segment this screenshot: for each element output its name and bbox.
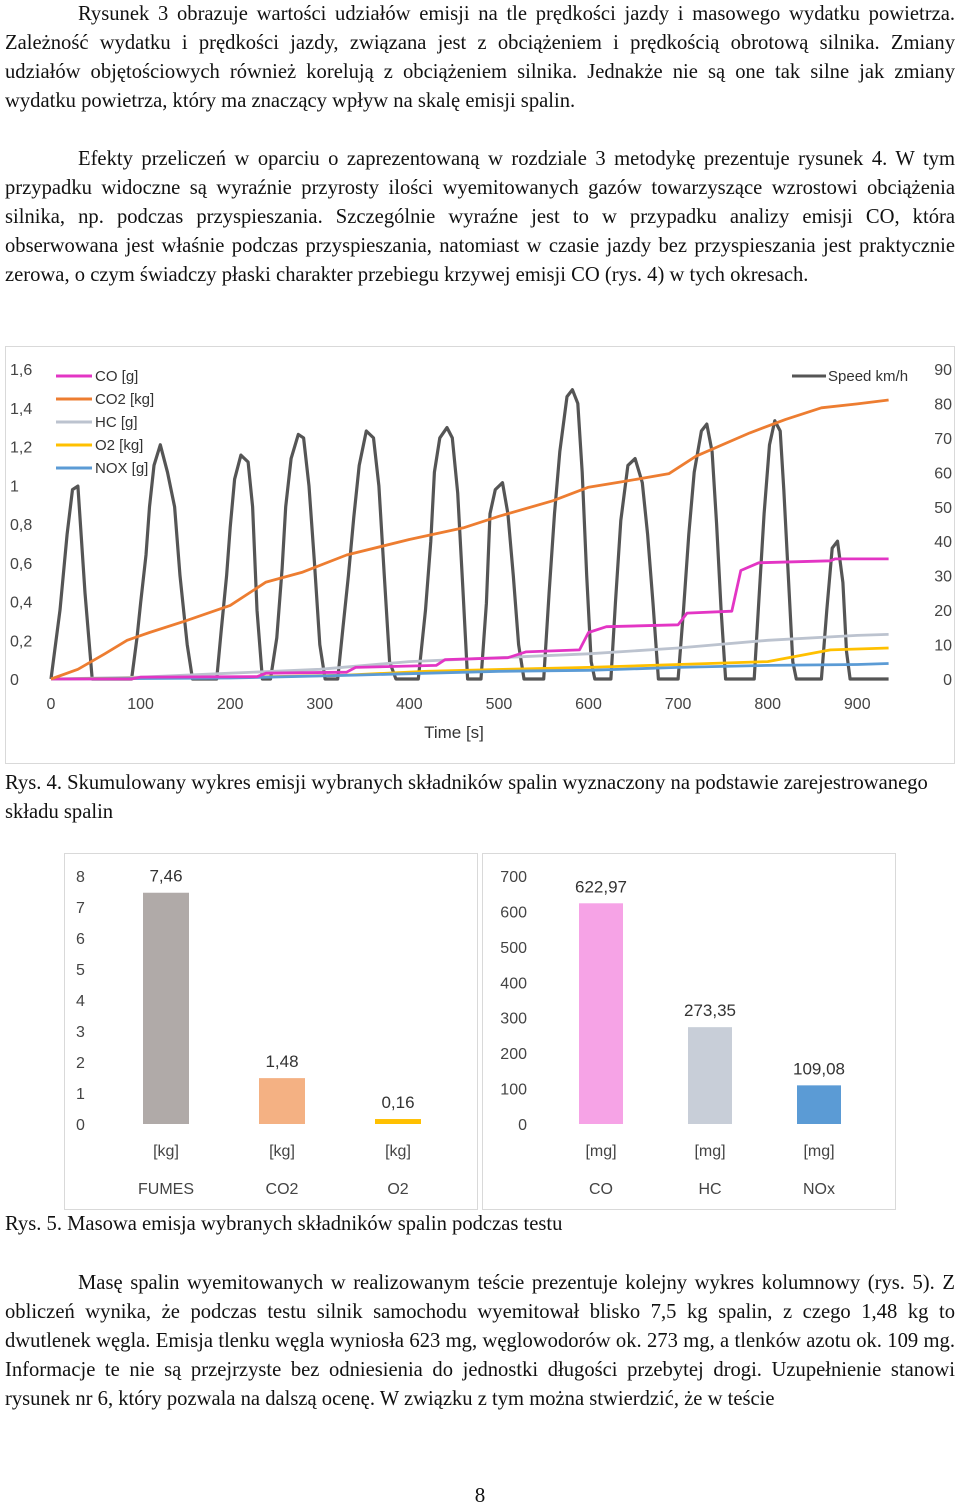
bar-co: [579, 903, 623, 1124]
legend-label: O2 [kg]: [95, 437, 143, 454]
x-tick-label: 0: [47, 696, 56, 713]
y-tick-label: 300: [500, 1011, 527, 1028]
y-left-tick-label: 0,4: [10, 595, 32, 612]
unit-label: [mg]: [803, 1143, 834, 1160]
page-number: 8: [474, 1483, 486, 1507]
cumulative-emission-line-chart: 0 0,2 0,4 0,6 0,8 1 1,2 1,4 1,6 0 10 20 30 40 50 60 70 80…: [10, 362, 952, 742]
mass-emission-mg-bar-chart: 0 100 200 300 400 500 600 700 622,97 [mg] CO 273,35…: [500, 869, 845, 1198]
data-label: 109,08: [793, 1059, 845, 1078]
category-label: CO2: [266, 1181, 299, 1198]
y-right-tick-label: 60: [934, 465, 952, 482]
unit-label: [kg]: [385, 1143, 411, 1160]
y-tick-label: 0: [518, 1117, 527, 1134]
y-right-tick-label: 90: [934, 362, 952, 379]
y-tick-label: 400: [500, 975, 527, 992]
category-label: O2: [387, 1181, 408, 1198]
bar-nox: [797, 1085, 841, 1124]
x-tick-label: 800: [754, 696, 781, 713]
y-tick-label: 600: [500, 904, 527, 921]
series-line-co: [51, 557, 889, 681]
bar-hc: [688, 1027, 732, 1124]
y-left-tick-label: 0: [10, 672, 19, 689]
y-left-tick-label: 1,2: [10, 440, 32, 457]
bar-co2: [259, 1078, 305, 1124]
x-tick-label: 100: [127, 696, 154, 713]
y-tick-label: 4: [76, 993, 85, 1010]
figure-4-chart: 0 0,2 0,4 0,6 0,8 1 1,2 1,4 1,6 0 10 20 30 40 50 60 70 80…: [5, 346, 955, 764]
y-right-tick-label: 80: [934, 396, 952, 413]
x-tick-label: 300: [306, 696, 333, 713]
paragraph-3: Masę spalin wyemitowanych w realizowanym…: [5, 1272, 955, 1410]
paragraph-1: Rysunek 3 obrazuje wartości udziałów emi…: [5, 3, 955, 112]
y-right-tick-label: 30: [934, 569, 952, 586]
x-tick-label: 900: [844, 696, 871, 713]
x-tick-label: 200: [217, 696, 244, 713]
y-left-tick-label: 1,4: [10, 401, 32, 418]
data-label: 622,97: [575, 877, 627, 896]
y-tick-label: 700: [500, 869, 527, 886]
y-tick-label: 2: [76, 1055, 85, 1072]
y-right-tick-label: 40: [934, 534, 952, 551]
x-axis-label: Time [s]: [424, 723, 484, 742]
x-tick-label: 700: [665, 696, 692, 713]
y-left-tick-label: 0,8: [10, 517, 32, 534]
unit-label: [mg]: [694, 1143, 725, 1160]
data-label: 0,16: [381, 1093, 414, 1112]
data-label: 7,46: [149, 867, 182, 886]
bar-fumes: [143, 892, 189, 1124]
y-tick-label: 0: [76, 1117, 85, 1134]
y-left-tick-label: 1,6: [10, 362, 32, 379]
figure-5-chart-mg: 0 100 200 300 400 500 600 700 622,97 [mg] CO 273,35…: [482, 853, 896, 1210]
legend-label: CO2 [kg]: [95, 391, 154, 408]
y-right-tick-label: 0: [943, 672, 952, 689]
y-left-tick-label: 1: [10, 478, 19, 495]
figure-4-caption: Rys. 4. Skumulowany wykres emisji wybran…: [5, 772, 928, 823]
x-tick-label: 600: [575, 696, 602, 713]
legend-label: HC [g]: [95, 414, 138, 431]
y-right-tick-label: 50: [934, 500, 952, 517]
y-tick-label: 1: [76, 1086, 85, 1103]
mass-emission-kg-bar-chart: 0 1 2 3 4 5 6 7 8 7,46 [kg] FUMES 1,48 [kg] CO2 0,16 [kg…: [76, 867, 421, 1198]
series-line-speed: [49, 388, 889, 681]
legend-label: CO [g]: [95, 368, 138, 385]
data-label: 273,35: [684, 1001, 736, 1020]
unit-label: [mg]: [585, 1143, 616, 1160]
y-left-tick-label: 0,2: [10, 633, 32, 650]
y-tick-label: 8: [76, 869, 85, 886]
legend-label: NOX [g]: [95, 460, 148, 477]
y-tick-label: 6: [76, 931, 85, 948]
x-tick-label: 400: [396, 696, 423, 713]
series-line-co2: [50, 398, 889, 681]
legend-label: Speed km/h: [828, 368, 908, 385]
y-tick-label: 3: [76, 1024, 85, 1041]
y-tick-label: 500: [500, 940, 527, 957]
y-right-tick-label: 10: [934, 638, 952, 655]
series-line-nox: [50, 662, 889, 681]
y-tick-label: 200: [500, 1046, 527, 1063]
y-tick-label: 100: [500, 1082, 527, 1099]
figure-5-caption: Rys. 5. Masowa emisja wybranych składnik…: [5, 1213, 563, 1235]
x-tick-label: 500: [486, 696, 513, 713]
figure-5-chart-kg: 0 1 2 3 4 5 6 7 8 7,46 [kg] FUMES 1,48 [kg] CO2 0,16 [kg…: [64, 853, 478, 1210]
y-right-tick-label: 70: [934, 431, 952, 448]
data-label: 1,48: [265, 1052, 298, 1071]
category-label: FUMES: [138, 1181, 194, 1198]
y-tick-label: 5: [76, 962, 85, 979]
category-label: NOx: [803, 1181, 835, 1198]
y-tick-label: 7: [76, 900, 85, 917]
unit-label: [kg]: [153, 1143, 179, 1160]
category-label: HC: [698, 1181, 721, 1198]
y-left-tick-label: 0,6: [10, 556, 32, 573]
paragraph-2: Efekty przeliczeń w oparciu o zaprezento…: [5, 148, 955, 286]
unit-label: [kg]: [269, 1143, 295, 1160]
y-right-tick-label: 20: [934, 603, 952, 620]
bar-o2: [375, 1119, 421, 1124]
category-label: CO: [589, 1181, 613, 1198]
